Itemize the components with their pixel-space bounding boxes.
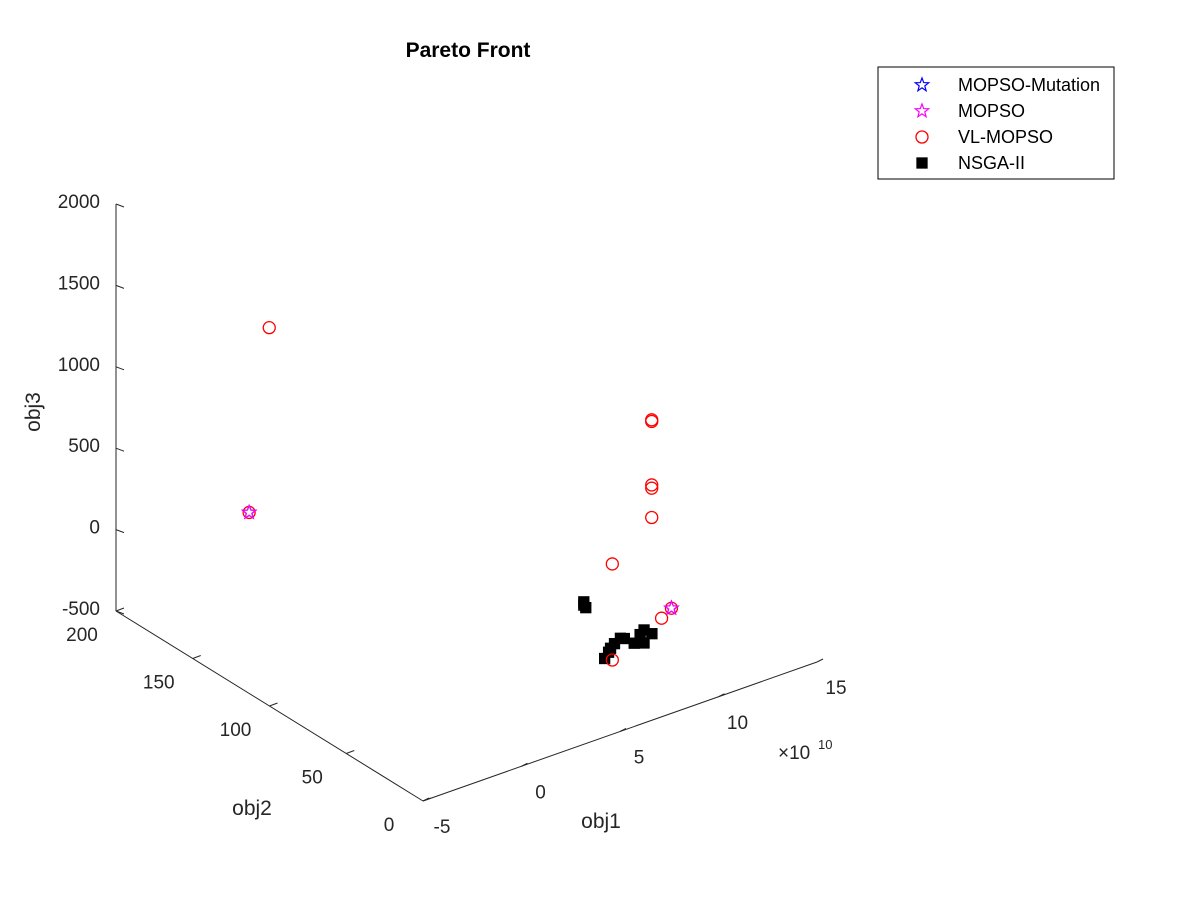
z-tick-label: 1500 xyxy=(58,273,100,294)
data-point-nsga-ii xyxy=(628,637,640,649)
x-axis-label: obj1 xyxy=(581,810,621,833)
y-tick-mark xyxy=(269,702,278,707)
z-tick-mark xyxy=(115,203,125,208)
y-tick-label: 100 xyxy=(220,720,252,741)
x-tick-label: 5 xyxy=(634,748,645,769)
legend-marker-nsga-ii xyxy=(916,157,928,169)
legend-label-mopso-mutation: MOPSO-Mutation xyxy=(958,75,1100,95)
data-point-nsga-ii xyxy=(580,602,592,614)
data-point-nsga-ii xyxy=(618,632,630,645)
legend-marker-mopso-mutation xyxy=(913,76,931,93)
x-tick-label: -5 xyxy=(434,817,451,838)
z-tick-label: 500 xyxy=(68,436,100,457)
x-exponent-base: ×10 xyxy=(778,743,810,764)
y-tick-mark xyxy=(115,607,125,612)
x-tick-label: 0 xyxy=(535,782,546,803)
z-tick-mark xyxy=(115,366,125,371)
legend-label-nsga-ii: NSGA-II xyxy=(958,153,1025,173)
data-point-vl-mopso xyxy=(262,320,276,335)
legend-items: MOPSO-Mutation MOPSO VL-MOPSO NSGA-II xyxy=(913,75,1100,173)
data-point-mopso xyxy=(663,599,680,616)
legend-marker-vl-mopso xyxy=(915,130,929,144)
data-point-vl-mopso xyxy=(605,557,619,571)
z-tick-label: 1000 xyxy=(58,355,100,376)
z-tick-mark xyxy=(115,529,125,534)
y-tick-label: 150 xyxy=(143,673,175,694)
data-point-nsga-ii xyxy=(634,628,646,641)
z-tick-mark xyxy=(115,610,125,615)
data-point-vl-mopso xyxy=(645,478,659,492)
x-axis-exponent: ×10 10 xyxy=(778,737,832,764)
data-point-vl-mopso xyxy=(645,414,659,429)
y-tick-mark xyxy=(346,750,355,754)
z-axis-label: obj3 xyxy=(22,392,45,432)
legend-label-vl-mopso: VL-MOPSO xyxy=(958,127,1053,147)
y-axis-ticks: 0 50 100 150 200 xyxy=(66,607,432,836)
z-tick-mark xyxy=(115,447,125,452)
data-point-nsga-ii xyxy=(602,646,615,658)
x-tick-mark xyxy=(718,693,725,698)
x-tick-mark xyxy=(816,658,824,663)
z-tick-mark xyxy=(115,284,125,289)
x-tick-mark xyxy=(521,762,528,767)
legend-marker-mopso xyxy=(913,102,931,119)
data-point-vl-mopso xyxy=(645,510,659,525)
x-tick-label: 15 xyxy=(825,678,846,699)
data-point-vl-mopso xyxy=(645,481,659,495)
x-tick-label: 10 xyxy=(727,713,748,734)
data-point-vl-mopso xyxy=(605,653,619,667)
data-point-vl-mopso xyxy=(654,611,669,625)
y-tick-label: 0 xyxy=(384,815,395,836)
x-exponent-power: 10 xyxy=(818,737,832,752)
y-tick-mark xyxy=(422,797,432,802)
data-markers xyxy=(240,320,680,667)
z-tick-label: 2000 xyxy=(58,192,100,213)
z-tick-label: 0 xyxy=(89,518,100,539)
x-axis-ticks: -5 0 5 10 15 xyxy=(422,658,847,838)
data-point-mopso xyxy=(240,503,258,520)
data-point-nsga-ii xyxy=(646,628,658,640)
y-tick-mark xyxy=(192,655,201,659)
legend[interactable]: MOPSO-Mutation MOPSO VL-MOPSO NSGA-II xyxy=(877,66,1115,180)
legend-label-mopso: MOPSO xyxy=(958,101,1025,121)
chart-title: Pareto Front xyxy=(406,39,531,62)
y-tick-label: 50 xyxy=(302,768,323,789)
y-axis-label: obj2 xyxy=(232,797,272,820)
z-axis-ticks: -500 0 500 1000 1500 2000 xyxy=(58,192,125,620)
x-tick-mark xyxy=(619,728,627,732)
y-tick-label: 200 xyxy=(66,625,98,646)
z-tick-label: -500 xyxy=(62,599,100,620)
